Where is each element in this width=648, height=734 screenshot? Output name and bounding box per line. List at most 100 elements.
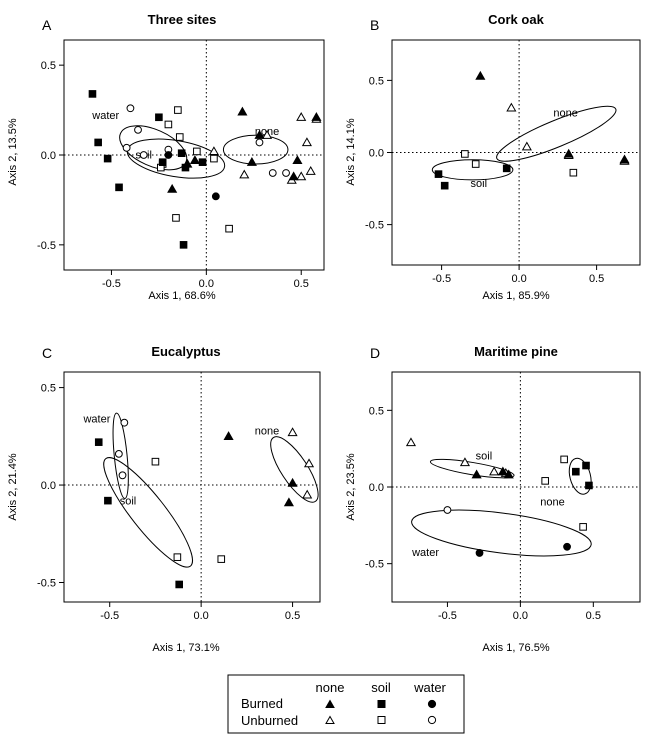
point-none-burned [283,497,294,507]
x-tick-label: 0.5 [285,610,300,622]
point-none-burned [288,171,299,181]
panel-a-ylabel: Axis 2, 13.5% [7,118,19,185]
y-tick-label: 0.0 [369,148,384,160]
panel-c-frame [63,371,321,603]
point-none-unburned [301,137,312,147]
point-water-burned [563,542,571,551]
panel-d: D Maritime pine Axis 1, 76.5% Axis 2, 23… [345,344,641,654]
point-soil-unburned [461,150,469,158]
point-none-unburned [239,169,250,179]
point-soil-burned [104,496,112,505]
point-soil-unburned [471,160,480,168]
point-soil-unburned [217,555,226,563]
point-none-burned [497,466,508,476]
point-water-burned [211,192,220,201]
x-tick-label: -0.5 [102,278,121,290]
point-none-unburned [459,457,471,467]
point-soil-unburned [151,457,160,466]
legend-markers [325,699,437,725]
x-tick-label: 0.0 [511,273,526,285]
point-soil-unburned [173,553,182,561]
y-tick-label: -0.5 [365,559,384,571]
point-water-unburned [268,169,277,177]
legend-col-water: water [413,680,446,695]
confidence-ellipse-soil [431,159,514,181]
legend-unburned-triangle-icon [325,715,335,724]
point-soil-burned [177,149,186,158]
x-tick-label: -0.5 [100,610,119,622]
point-water-unburned [122,143,131,152]
point-soil-burned [179,241,188,249]
y-tick-label: 0.5 [41,60,56,72]
group-label-water: water [411,547,439,559]
group-label-none: none [255,425,279,437]
point-water-burned [164,151,173,159]
legend-unburned-circle-icon [427,715,437,725]
point-none-burned [246,156,257,166]
point-none-burned [189,155,201,165]
point-soil-unburned [541,477,549,485]
point-soil-burned [115,183,123,192]
x-tick-label: 0.5 [586,610,601,622]
y-tick-label: 0.5 [369,405,384,417]
panel-a-letter: A [42,17,52,33]
point-soil-burned [585,481,593,490]
point-none-burned [503,469,514,479]
point-soil-unburned [560,455,568,464]
confidence-ellipse-none [568,457,592,495]
point-none-burned [563,148,574,158]
point-water-unburned [120,418,129,427]
point-water-burned [475,549,484,557]
point-none-unburned [506,102,517,112]
point-soil-burned [94,138,102,147]
point-none-unburned [303,458,315,468]
legend-burned-triangle-icon [325,699,335,708]
point-soil-unburned [193,147,201,156]
point-none-unburned [521,141,532,151]
point-soil-unburned [164,120,173,129]
point-soil-unburned [225,224,233,233]
confidence-ellipse-water [411,509,592,557]
legend-col-soil: soil [371,680,391,695]
point-water-unburned [126,104,135,113]
point-soil-burned [175,580,183,589]
panel-c-letter: C [42,345,52,361]
point-none-unburned [287,427,298,437]
point-none-burned [619,154,630,164]
group-label-none: none [553,107,577,119]
point-water-unburned [134,125,142,134]
point-water-unburned [114,449,123,458]
panel-c: C Eucalyptus Axis 1, 73.1% Axis 2, 21.4%… [7,344,321,654]
panel-d-title: Maritime pine [474,344,558,359]
confidence-ellipse-water [112,412,129,499]
point-soil-unburned [579,523,587,531]
panel-c-plot-area: -0.5 0.0 0.5 -0.5 0.0 0.5 water soil none [37,372,320,622]
panel-a-xlabel: Axis 1, 68.6% [148,290,215,302]
point-soil-burned [94,438,103,446]
point-none-burned [287,477,298,487]
point-soil-burned [88,90,97,98]
x-tick-label: 0.0 [513,610,528,622]
point-none-unburned [208,146,219,156]
y-tick-label: 0.0 [41,150,56,162]
panel-c-title: Eucalyptus [151,344,220,359]
y-tick-label: -0.5 [365,220,384,232]
point-soil-burned [158,158,167,166]
point-soil-unburned [174,106,182,114]
point-none-unburned [296,112,307,121]
confidence-ellipse-none [222,134,289,165]
point-none-unburned [305,165,316,175]
x-tick-label: -0.5 [432,273,451,285]
group-label-water: water [91,110,119,122]
point-soil-burned [155,113,163,122]
point-none-unburned [296,171,307,181]
y-tick-label: 0.0 [41,480,56,492]
point-none-unburned [405,437,417,447]
point-water-unburned [443,506,452,514]
point-none-burned [475,70,486,80]
point-soil-burned [582,461,590,470]
x-tick-label: -0.5 [438,610,457,622]
panel-d-ylabel: Axis 2, 23.5% [345,453,357,520]
